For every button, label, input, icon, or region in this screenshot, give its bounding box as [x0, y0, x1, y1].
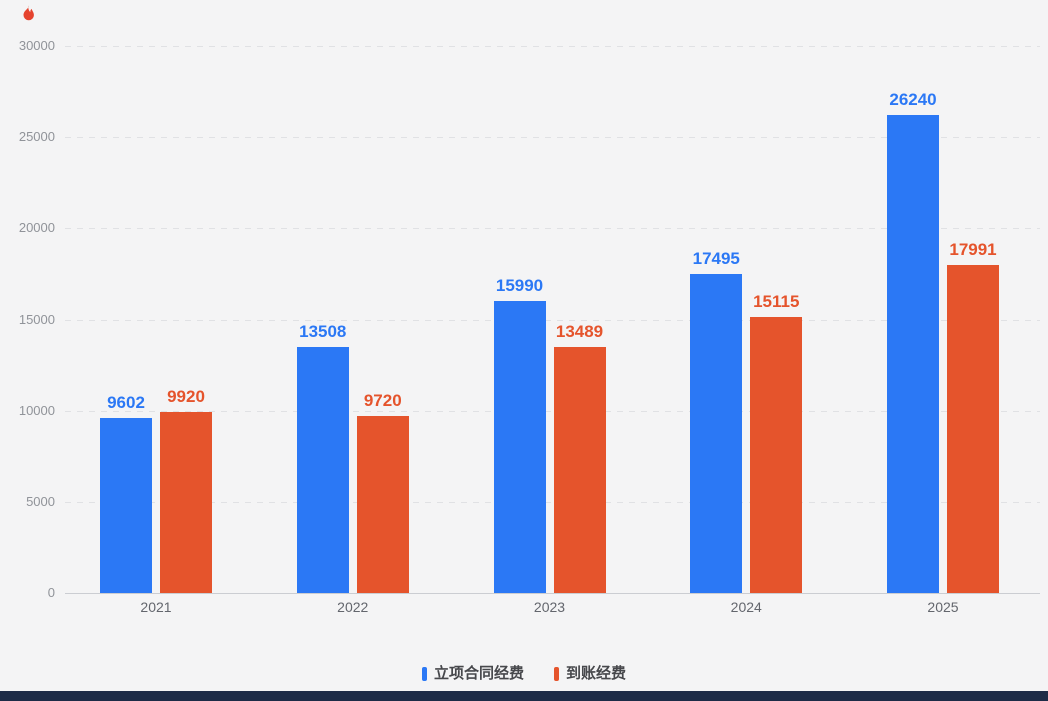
- gridline: [65, 410, 1040, 412]
- y-axis-tick-label: 20000: [18, 220, 55, 236]
- value-label-received-funding-2024: 15115: [753, 292, 800, 312]
- bar-received-funding-2024[interactable]: [750, 317, 803, 593]
- value-label-received-funding-2025: 17991: [949, 239, 997, 259]
- bar-contract-funding-2024[interactable]: [690, 274, 743, 593]
- bar-received-funding-2023[interactable]: [553, 347, 606, 593]
- value-label-contract-funding-2022: 13508: [299, 321, 347, 341]
- bottom-window-bar: [0, 691, 1048, 701]
- gridline: [65, 501, 1040, 503]
- legend-item-received-funding[interactable]: 到账经费: [554, 664, 626, 684]
- y-axis-tick-label: 30000: [18, 38, 55, 53]
- flame-icon: [23, 5, 34, 21]
- legend-label: 立项合同经费: [433, 665, 524, 682]
- legend-label: 到账经费: [566, 665, 627, 682]
- bar-received-funding-2022[interactable]: [356, 415, 409, 593]
- bar-received-funding-2025[interactable]: [947, 264, 999, 593]
- legend-marker-icon: [554, 667, 559, 681]
- chart-legend: 立项合同经费 到账经费: [0, 663, 1048, 685]
- x-axis-label-2021: 2021: [140, 599, 172, 615]
- x-axis-label-2023: 2023: [533, 599, 566, 615]
- value-label-contract-funding-2023: 15990: [495, 276, 544, 296]
- gridline: [65, 319, 1040, 321]
- value-label-contract-funding-2025: 26240: [889, 89, 937, 109]
- y-axis-tick-label: 15000: [18, 311, 55, 327]
- legend-marker-icon: [421, 667, 427, 681]
- bar-received-funding-2021[interactable]: [160, 412, 212, 593]
- value-label-contract-funding-2021: 9602: [107, 392, 145, 412]
- bar-contract-funding-2023[interactable]: [493, 301, 546, 593]
- x-axis-line: [65, 593, 1040, 594]
- y-axis-tick-label: 25000: [18, 129, 55, 145]
- gridline: [65, 46, 1040, 47]
- value-label-contract-funding-2024: 17495: [692, 249, 740, 268]
- y-axis-tick-label: 0: [47, 585, 55, 600]
- y-axis-tick-label: 5000: [26, 493, 55, 509]
- x-axis-label-2022: 2022: [337, 599, 369, 615]
- gridline: [65, 137, 1040, 139]
- bar-contract-funding-2025[interactable]: [887, 114, 939, 593]
- value-label-received-funding-2023: 13489: [555, 322, 604, 342]
- legend-item-contract-funding[interactable]: 立项合同经费: [421, 664, 524, 684]
- bar-contract-funding-2021[interactable]: [100, 417, 152, 593]
- x-axis-label-2025: 2025: [927, 599, 959, 615]
- gridline: [65, 228, 1040, 230]
- bar-contract-funding-2022[interactable]: [296, 346, 349, 593]
- value-label-received-funding-2022: 9720: [363, 390, 402, 410]
- value-label-received-funding-2021: 9920: [167, 387, 205, 407]
- x-axis-label-2024: 2024: [730, 599, 762, 615]
- y-axis-tick-label: 10000: [18, 402, 55, 418]
